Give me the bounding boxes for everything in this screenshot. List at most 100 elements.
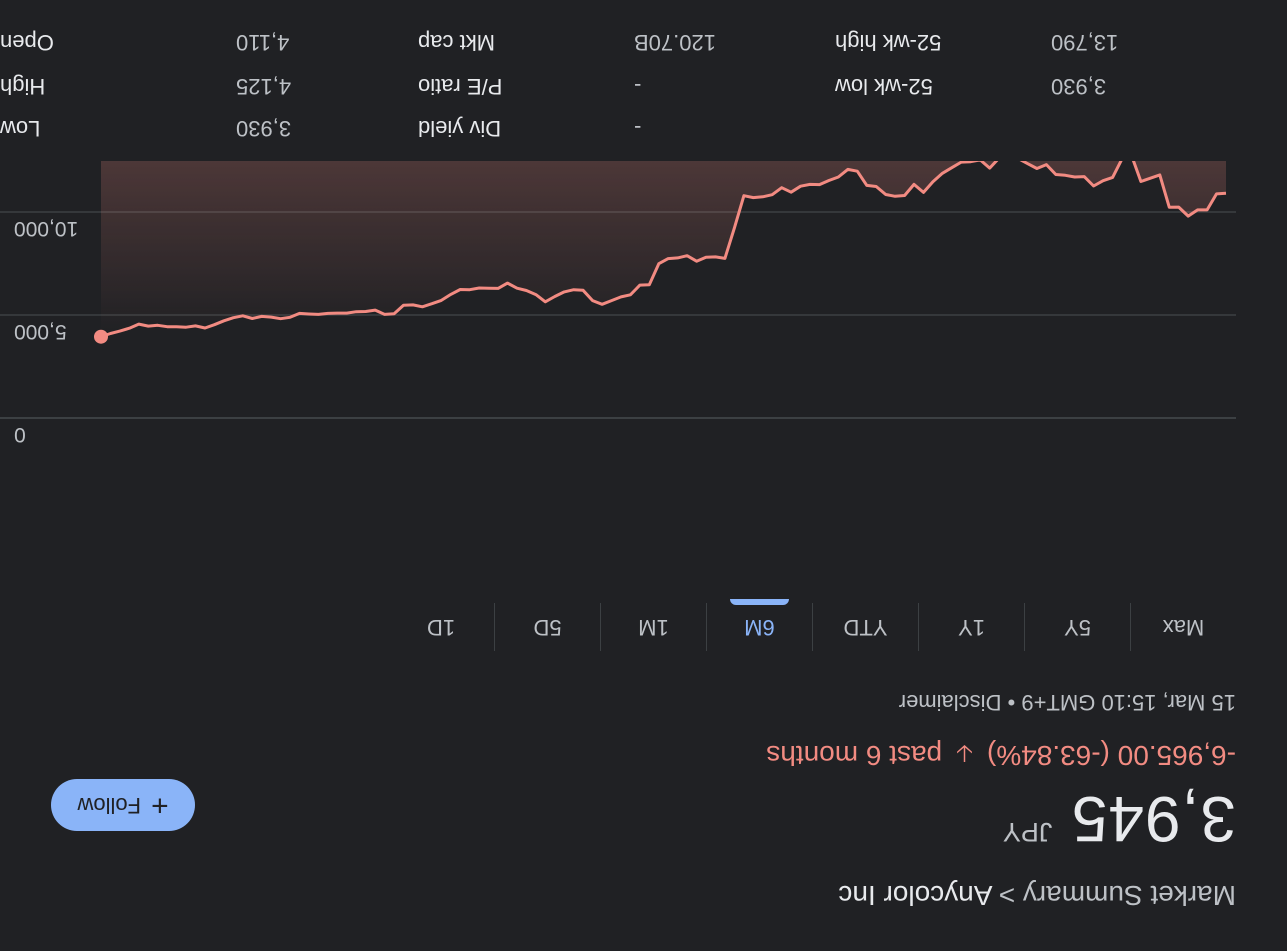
data-point bbox=[392, 311, 397, 316]
data-point bbox=[363, 309, 368, 314]
stat-label-52wk-low: 52-wk low bbox=[835, 74, 933, 99]
data-point bbox=[770, 192, 775, 197]
data-point bbox=[1063, 173, 1068, 178]
data-point bbox=[307, 312, 312, 317]
data-point bbox=[883, 192, 888, 197]
data-point bbox=[1053, 172, 1058, 177]
data-point bbox=[1167, 205, 1172, 210]
follow-button[interactable]: + Follow bbox=[51, 779, 195, 831]
plus-icon: + bbox=[151, 789, 169, 822]
range-tab-1m[interactable]: 1M bbox=[600, 603, 706, 651]
data-point bbox=[127, 326, 132, 331]
data-point bbox=[533, 292, 538, 297]
data-point bbox=[269, 315, 274, 320]
data-point bbox=[108, 331, 113, 336]
stat-label-mkt-cap: Mkt cap bbox=[418, 30, 496, 55]
data-point bbox=[855, 169, 860, 174]
range-tab-6m[interactable]: 6M bbox=[706, 603, 812, 651]
data-point bbox=[760, 194, 765, 199]
range-tab-5y[interactable]: 5Y bbox=[1024, 603, 1130, 651]
data-point bbox=[325, 311, 330, 316]
stat-label-low: Low bbox=[0, 116, 41, 141]
stat-label-open: Open bbox=[0, 30, 54, 55]
data-point bbox=[656, 261, 661, 266]
stat-label-high: High bbox=[0, 74, 46, 99]
timestamp-row: 15 Mar, 15:10 GMT+9 • Disclaimer bbox=[899, 689, 1236, 715]
data-point bbox=[1091, 184, 1096, 189]
data-point bbox=[117, 329, 122, 334]
data-point bbox=[987, 166, 992, 171]
stat-value-pe-ratio: - bbox=[634, 74, 642, 99]
change-value: -6,965.00 (-63.84%) bbox=[986, 740, 1236, 771]
data-point bbox=[146, 324, 151, 329]
data-point bbox=[666, 256, 671, 261]
data-point bbox=[401, 303, 406, 308]
stat-value-high: 4,125 bbox=[236, 74, 292, 99]
stat-label-div-yield: Div yield bbox=[418, 116, 502, 141]
data-point bbox=[836, 175, 841, 180]
stat-value-52wk-low: 3,930 bbox=[1051, 74, 1107, 99]
data-point bbox=[505, 281, 510, 286]
breadcrumb-parent[interactable]: Market Summary bbox=[1022, 880, 1236, 911]
bullet-separator: • bbox=[1001, 690, 1016, 715]
data-point bbox=[1110, 175, 1115, 180]
data-point bbox=[647, 282, 652, 287]
data-point bbox=[902, 193, 907, 198]
data-point bbox=[845, 167, 850, 172]
data-point bbox=[496, 286, 501, 291]
data-point bbox=[751, 195, 756, 200]
data-point bbox=[1205, 207, 1210, 212]
disclaimer-link[interactable]: Disclaimer bbox=[898, 690, 1002, 715]
data-point bbox=[893, 194, 898, 199]
data-point bbox=[1044, 162, 1049, 167]
data-point bbox=[184, 325, 189, 330]
data-point bbox=[458, 287, 463, 292]
price-change: -6,965.00 (-63.84%) 🡣 past 6 months bbox=[766, 730, 1236, 771]
data-point bbox=[779, 185, 784, 190]
data-point bbox=[221, 318, 226, 323]
breadcrumb-separator: > bbox=[998, 880, 1016, 911]
data-point bbox=[278, 316, 283, 321]
data-point bbox=[448, 292, 453, 297]
data-point bbox=[741, 193, 746, 198]
data-point bbox=[930, 179, 935, 184]
data-point bbox=[1195, 207, 1200, 212]
data-point bbox=[259, 314, 264, 319]
data-point bbox=[193, 323, 198, 328]
range-tab-label: 1D bbox=[426, 615, 456, 640]
stat-value-52wk-high: 13,790 bbox=[1051, 30, 1119, 55]
data-point bbox=[562, 289, 567, 294]
range-tab-1d[interactable]: 1D bbox=[388, 603, 494, 651]
change-period: past 6 months bbox=[766, 740, 943, 771]
data-point bbox=[1101, 178, 1106, 183]
data-point bbox=[467, 287, 472, 292]
data-point bbox=[826, 178, 831, 183]
data-point bbox=[1025, 161, 1030, 166]
stat-value-mkt-cap: 120.70B bbox=[634, 30, 716, 55]
data-point bbox=[231, 315, 236, 320]
data-point bbox=[675, 255, 680, 260]
stat-label-52wk-high: 52-wk high bbox=[835, 30, 942, 55]
data-point bbox=[1138, 179, 1143, 184]
range-tab-label: 5D bbox=[533, 615, 562, 640]
data-point bbox=[1176, 205, 1181, 210]
range-tab-5d[interactable]: 5D bbox=[494, 603, 600, 651]
data-point bbox=[524, 288, 529, 293]
data-point bbox=[543, 299, 548, 304]
data-point bbox=[552, 294, 557, 299]
data-point bbox=[515, 286, 520, 291]
stat-value-low: 3,930 bbox=[236, 116, 292, 141]
range-tab-1y[interactable]: 1Y bbox=[918, 603, 1024, 651]
range-tab-max[interactable]: Max bbox=[1130, 603, 1236, 651]
data-point bbox=[439, 298, 444, 303]
timestamp: 15 Mar, 15:10 GMT+9 bbox=[1021, 690, 1236, 715]
data-point bbox=[874, 184, 879, 189]
data-point bbox=[798, 184, 803, 189]
range-tab-ytd[interactable]: YTD bbox=[812, 603, 918, 651]
data-point bbox=[429, 301, 434, 306]
data-point bbox=[373, 308, 378, 313]
data-point bbox=[968, 161, 973, 164]
data-point bbox=[1214, 191, 1219, 196]
